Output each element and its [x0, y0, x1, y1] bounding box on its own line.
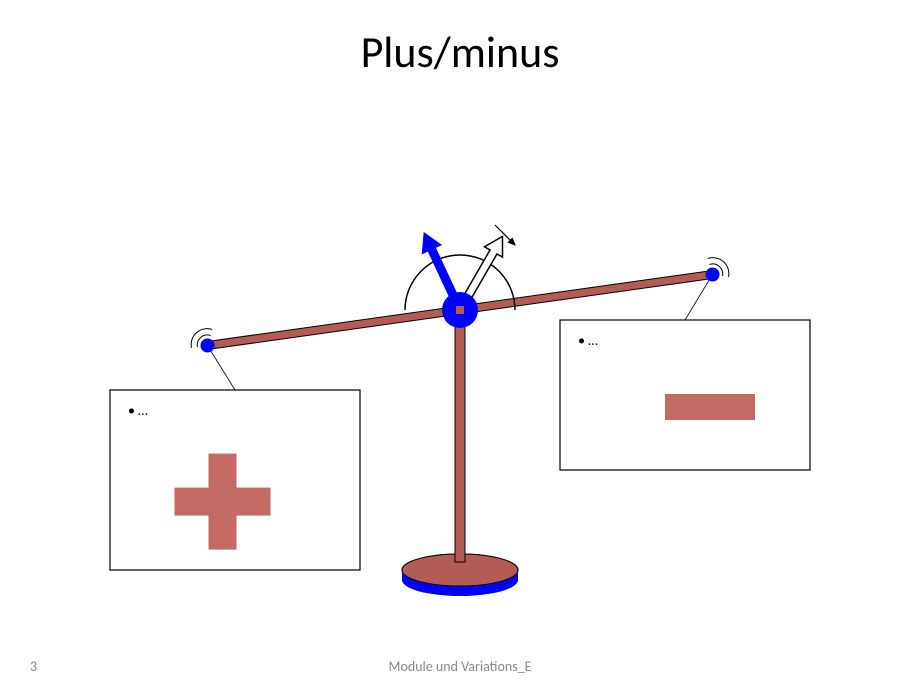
balance-diagram [0, 0, 920, 690]
footer-text: Module und Variations_E [0, 658, 920, 675]
right-pan-label: … [578, 332, 598, 349]
left-pan-label: … [128, 402, 148, 419]
